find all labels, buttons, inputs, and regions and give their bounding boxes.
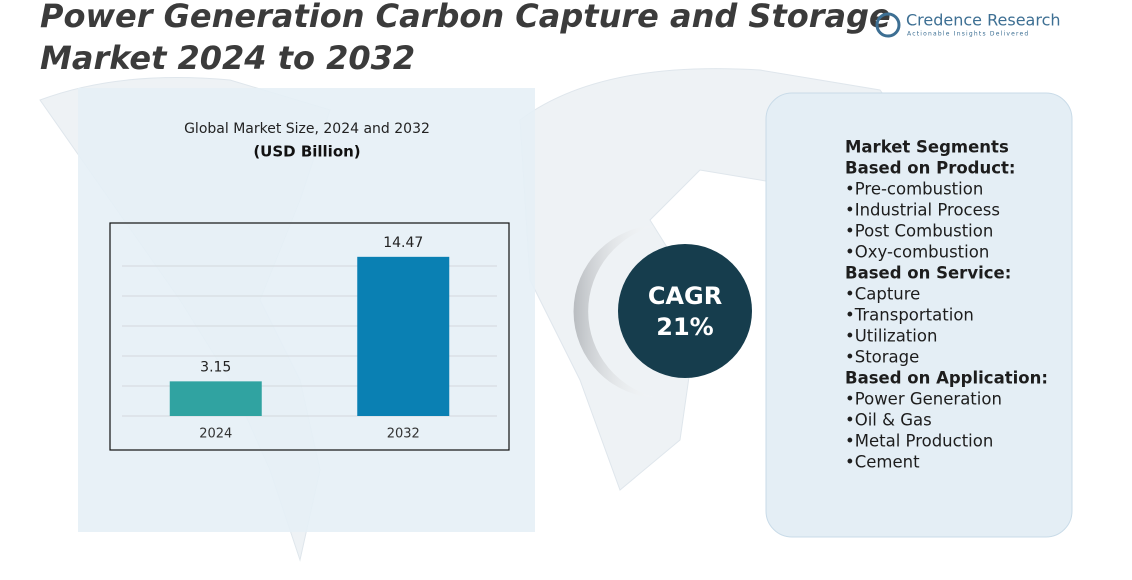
logo-tagline: Actionable Insights Delivered [907, 31, 1029, 38]
segment-heading: Based on Application: [845, 369, 1048, 388]
bar [357, 256, 450, 416]
x-tick-label: 2032 [387, 427, 420, 442]
segments-title: Market Segments [845, 138, 1009, 157]
cagr-label: CAGR [648, 282, 722, 310]
cagr-shadow [573, 225, 660, 398]
logo-name: Credence Research [906, 11, 1061, 30]
segment-item: •Metal Production [845, 432, 993, 451]
chart-frame [109, 222, 510, 451]
segment-item: •Industrial Process [845, 201, 1000, 220]
data-label: 3.15 [200, 359, 231, 375]
segment-item: •Post Combustion [845, 222, 993, 241]
cagr-value: 21% [656, 313, 713, 341]
segment-item: •Cement [845, 453, 920, 472]
title-line: Power Generation Carbon Capture and Stor… [40, 0, 891, 35]
segment-item: •Pre-combustion [845, 180, 983, 199]
segment-item: •Capture [845, 285, 920, 304]
chart-subtitle: (USD Billion) [253, 143, 360, 161]
title-line: Market 2024 to 2032 [40, 39, 415, 77]
segment-item: •Transportation [845, 306, 974, 325]
cagr-circle [618, 244, 752, 378]
data-label: 14.47 [383, 235, 423, 251]
segment-heading: Based on Product: [845, 159, 1016, 178]
segment-item: •Utilization [845, 327, 937, 346]
chart-title: Global Market Size, 2024 and 2032 [184, 121, 430, 137]
segment-item: •Storage [845, 348, 919, 367]
segment-item: •Oxy-combustion [845, 243, 989, 262]
logo-icon [875, 12, 901, 38]
chart-panel [78, 88, 535, 532]
segment-item: •Oil & Gas [845, 411, 932, 430]
segment-heading: Based on Service: [845, 264, 1011, 283]
segment-item: •Power Generation [845, 390, 1002, 409]
bar [169, 381, 262, 416]
segments-panel [765, 92, 1073, 538]
x-tick-label: 2024 [199, 427, 232, 442]
